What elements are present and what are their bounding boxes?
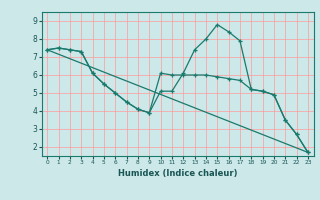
X-axis label: Humidex (Indice chaleur): Humidex (Indice chaleur) <box>118 169 237 178</box>
